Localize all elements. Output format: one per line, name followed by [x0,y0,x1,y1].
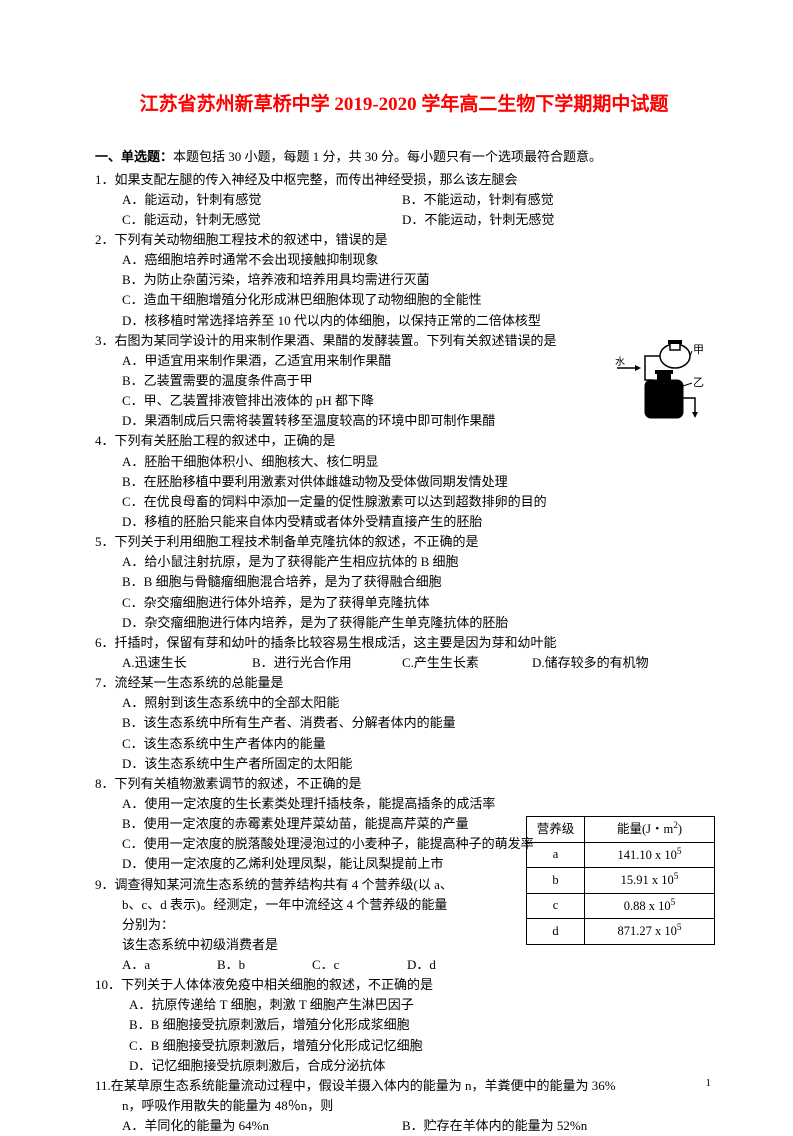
table-cell-value: 871.27 x 105 [585,919,715,945]
q6-opt-a: A.迅速生长 [122,653,252,673]
question-1: 1．如果支配左腿的传入神经及中枢完整，而传出神经受损，那么该左腿会 A．能运动，… [95,170,713,230]
q6-opt-b: B．进行光合作用 [252,653,402,673]
question-7: 7．流经某一生态系统的总能量是 A．照射到该生态系统中的全部太阳能 B．该生态系… [95,673,713,774]
table-cell-value: 141.10 x 105 [585,842,715,868]
table-cell-level: a [527,842,585,868]
table-header-energy: 能量(J・m2) [585,817,715,843]
table-cell-level: c [527,893,585,919]
q7-stem: 7．流经某一生态系统的总能量是 [95,673,713,693]
q1-opt-b: B．不能运动，针刺有感觉 [402,190,554,210]
q5-stem: 5．下列关于利用细胞工程技术制备单克隆抗体的叙述，不正确的是 [95,532,713,552]
q10-opt-a: A．抗原传递给 T 细胞，刺激 T 细胞产生淋巴因子 [95,995,713,1015]
diagram-label-b: 乙 [693,376,704,389]
q10-opt-b: B．B 细胞接受抗原刺激后，增殖分化形成浆细胞 [95,1015,713,1035]
q2-opt-b: B．为防止杂菌污染，培养液和培养用具均需进行灭菌 [95,270,713,290]
q1-opt-a: A．能运动，针刺有感觉 [122,190,402,210]
q4-opt-a: A．胚胎干细胞体积小、细胞核大、核仁明显 [95,452,713,472]
q2-opt-c: C．造血干细胞增殖分化形成淋巴细胞体现了动物细胞的全能性 [95,290,713,310]
question-6: 6．扦插时，保留有芽和幼叶的插条比较容易生根成活，这主要是因为芽和幼叶能 A.迅… [95,633,713,673]
section-desc: 本题包括 30 小题，每题 1 分，共 30 分。每小题只有一个选项最符合题意。 [173,149,602,164]
table-header-level: 营养级 [527,817,585,843]
q7-opt-c: C．该生态系统中生产者体内的能量 [95,734,713,754]
q1-stem: 1．如果支配左腿的传入神经及中枢完整，而传出神经受损，那么该左腿会 [95,170,713,190]
q4-opt-b: B．在胚胎移植中要利用激素对供体雌雄动物及受体做同期发情处理 [95,472,713,492]
q1-opt-c: C．能运动，针刺无感觉 [122,210,402,230]
page-title: 江苏省苏州新草桥中学 2019-2020 学年高二生物下学期期中试题 [95,90,713,119]
table-row: b 15.91 x 105 [527,868,715,894]
q11-opt-a: A．羊同化的能量为 64%n [122,1116,402,1136]
q2-stem: 2．下列有关动物细胞工程技术的叙述中，错误的是 [95,230,713,250]
table-row: a 141.10 x 105 [527,842,715,868]
section-label: 一、单选题： [95,149,173,164]
q8-opt-a: A．使用一定浓度的生长素类处理扦插枝条，能提高插条的成活率 [95,794,713,814]
q7-opt-a: A．照射到该生态系统中的全部太阳能 [95,693,713,713]
table-cell-value: 0.88 x 105 [585,893,715,919]
q4-opt-c: C．在优良母畜的饲料中添加一定量的促性腺激素可以达到超数排卵的目的 [95,492,713,512]
question-5: 5．下列关于利用细胞工程技术制备单克隆抗体的叙述，不正确的是 A．给小鼠注射抗原… [95,532,713,633]
q6-opt-c: C.产生生长素 [402,653,532,673]
question-11: 11.在某草原生态系统能量流动过程中，假设羊摄入体内的能量为 n，羊粪便中的能量… [95,1076,713,1136]
table-row: c 0.88 x 105 [527,893,715,919]
question-4: 4．下列有关胚胎工程的叙述中，正确的是 A．胚胎干细胞体积小、细胞核大、核仁明显… [95,431,713,532]
q9-opt-c: C．c [312,955,407,975]
q4-opt-d: D．移植的胚胎只能来自体内受精或者体外受精直接产生的胚胎 [95,512,713,532]
table-row: d 871.27 x 105 [527,919,715,945]
q11-opt-b: B．贮存在羊体内的能量为 52%n [402,1116,587,1136]
q5-opt-b: B．B 细胞与骨髓瘤细胞混合培养，是为了获得融合细胞 [95,572,713,592]
q5-opt-d: D．杂交瘤细胞进行体内培养，是为了获得能产生单克隆抗体的胚胎 [95,613,713,633]
q7-opt-d: D．该生态系统中生产者所固定的太阳能 [95,754,713,774]
q10-stem: 10．下列关于人体体液免疫中相关细胞的叙述，不正确的是 [95,975,713,995]
q1-opt-d: D．不能运动，针刺无感觉 [402,210,554,230]
q6-opt-d: D.储存较多的有机物 [532,653,649,673]
q10-opt-d: D．记忆细胞接受抗原刺激后，合成分泌抗体 [95,1056,713,1076]
q2-opt-d: D．核移植时常选择培养至 10 代以内的体细胞，以保持正常的二倍体核型 [95,311,713,331]
table-cell-level: d [527,919,585,945]
q6-stem: 6．扦插时，保留有芽和幼叶的插条比较容易生根成活，这主要是因为芽和幼叶能 [95,633,713,653]
q9-opt-a: A．a [122,955,217,975]
question-2: 2．下列有关动物细胞工程技术的叙述中，错误的是 A．癌细胞培养时通常不会出现接触… [95,230,713,331]
q11-stem1: 11.在某草原生态系统能量流动过程中，假设羊摄入体内的能量为 n，羊粪便中的能量… [95,1076,713,1096]
q8-stem: 8．下列有关植物激素调节的叙述，不正确的是 [95,774,713,794]
q2-opt-a: A．癌细胞培养时通常不会出现接触抑制现象 [95,250,713,270]
section-header: 一、单选题：本题包括 30 小题，每题 1 分，共 30 分。每小题只有一个选项… [95,147,713,167]
table-cell-value: 15.91 x 105 [585,868,715,894]
diagram-water-label: 水 [615,356,625,368]
diagram-label-a: 甲 [693,344,704,356]
question-10: 10．下列关于人体体液免疫中相关细胞的叙述，不正确的是 A．抗原传递给 T 细胞… [95,975,713,1076]
table-cell-level: b [527,868,585,894]
q5-opt-c: C．杂交瘤细胞进行体外培养，是为了获得单克隆抗体 [95,593,713,613]
q4-stem: 4．下列有关胚胎工程的叙述中，正确的是 [95,431,713,451]
q11-stem2: n，呼吸作用散失的能量为 48％n，则 [95,1096,713,1116]
fermentation-diagram: 水 甲 乙 [615,338,705,433]
q9-opt-b: B．b [217,955,312,975]
page-number: 1 [706,1075,712,1092]
q5-opt-a: A．给小鼠注射抗原，是为了获得能产生相应抗体的 B 细胞 [95,552,713,572]
energy-table: 营养级 能量(J・m2) a 141.10 x 105 b 15.91 x 10… [526,816,715,945]
q10-opt-c: C．B 细胞接受抗原刺激后，增殖分化形成记忆细胞 [95,1036,713,1056]
q7-opt-b: B．该生态系统中所有生产者、消费者、分解者体内的能量 [95,713,713,733]
q9-opt-d: D．d [407,955,502,975]
